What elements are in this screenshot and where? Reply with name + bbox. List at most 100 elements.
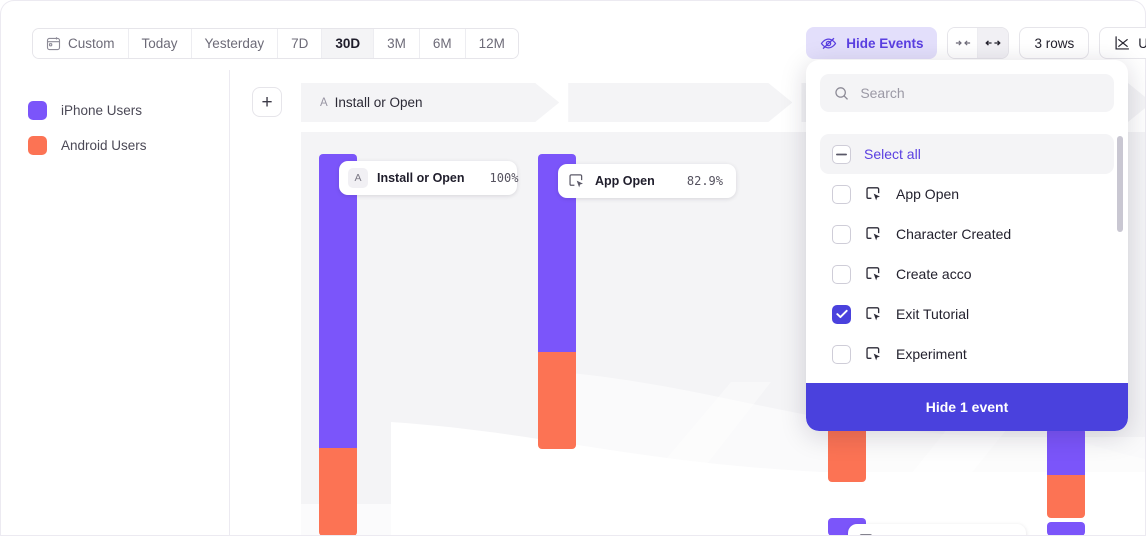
metric-selector-button[interactable]: U — [1099, 27, 1146, 59]
date-range-group: Custom Today Yesterday 7D 30D 3M 6M 12M — [32, 28, 519, 59]
dropdown-select-all[interactable]: Select all — [820, 134, 1114, 174]
hide-events-dropdown: Select all App Open Character Crea — [806, 60, 1128, 431]
legend-panel: iPhone Users Android Users — [0, 70, 230, 536]
bar-segment-iphone — [1047, 522, 1085, 535]
tooltip-step-name: Install or Open — [377, 171, 465, 185]
search-icon — [835, 86, 848, 100]
date-range-6m-label: 6M — [432, 36, 452, 51]
tooltip-step-name: App Open — [595, 174, 655, 188]
date-range-30d[interactable]: 30D — [322, 29, 375, 58]
date-range-3m[interactable]: 3M — [374, 29, 420, 58]
rows-selector-button[interactable]: 3 rows — [1019, 27, 1090, 59]
collapse-spacing-button[interactable] — [948, 28, 979, 58]
calendar-icon — [46, 37, 61, 51]
spacing-segmented-control — [947, 27, 1010, 59]
funnel-step-2[interactable] — [568, 83, 792, 122]
bar-row2-step4[interactable] — [1047, 428, 1085, 518]
item-label: Experiment — [896, 346, 967, 362]
hide-events-confirm-button[interactable]: Hide 1 event — [806, 383, 1128, 431]
date-range-yesterday-label: Yesterday — [204, 36, 265, 51]
date-range-custom-label: Custom — [68, 36, 115, 51]
event-icon — [866, 306, 880, 320]
dropdown-item-experiment[interactable]: Experiment — [820, 334, 1114, 374]
legend-label-iphone: iPhone Users — [61, 103, 143, 118]
event-icon — [859, 533, 873, 535]
item-label: Create acco — [896, 266, 972, 282]
legend-swatch-iphone — [28, 101, 47, 120]
item-checkbox[interactable] — [832, 264, 851, 284]
hide-events-button[interactable]: Hide Events — [806, 27, 938, 59]
bar-segment-android — [319, 448, 357, 535]
bar-segment-android — [1047, 474, 1085, 518]
select-all-checkbox[interactable] — [832, 144, 851, 164]
bar-row1-step2[interactable] — [538, 154, 576, 449]
date-range-12m-label: 12M — [478, 36, 505, 51]
bar-tooltip-row1-step1[interactable]: A Install or Open 100% — [339, 161, 519, 195]
item-checkbox[interactable] — [832, 224, 851, 244]
legend-swatch-android — [28, 136, 47, 155]
minus-icon — [836, 153, 847, 155]
date-range-today-label: Today — [141, 36, 178, 51]
bar-segment-iphone — [319, 154, 357, 449]
event-icon — [866, 226, 880, 240]
toolbar-right-cluster: Hide Events 3 rows — [806, 27, 1146, 59]
item-label: Exit Tutorial — [896, 306, 970, 322]
legend-item-iphone-users[interactable]: iPhone Users — [1, 93, 229, 128]
hide-events-label: Hide Events — [846, 35, 924, 51]
item-checkbox[interactable] — [832, 344, 851, 364]
funnel-step-1-badge: A — [320, 96, 328, 109]
bar-tooltip-row3-step1[interactable] — [848, 524, 1026, 535]
add-step-label: + — [261, 91, 273, 113]
rows-label: 3 rows — [1034, 35, 1075, 51]
legend-item-android-users[interactable]: Android Users — [1, 128, 229, 163]
date-range-30d-label: 30D — [335, 36, 361, 51]
date-range-12m[interactable]: 12M — [465, 29, 518, 58]
bar-tooltip-row1-step2[interactable]: App Open 82.9% — [558, 164, 736, 198]
item-checkbox[interactable] — [832, 304, 851, 324]
tooltip-step-percent: 82.9% — [686, 174, 723, 188]
legend-label-android: Android Users — [61, 138, 147, 153]
check-icon — [835, 309, 848, 319]
item-label: Character Created — [896, 226, 1012, 242]
date-range-today[interactable]: Today — [128, 29, 192, 58]
funnel-step-1[interactable]: A Install or Open — [301, 83, 559, 122]
event-icon — [866, 346, 880, 360]
expand-horizontal-icon — [985, 40, 1002, 46]
dropdown-scrollbar-thumb[interactable] — [1117, 136, 1123, 232]
bar-segment-android — [828, 429, 866, 482]
collapse-horizontal-icon — [955, 40, 971, 46]
dropdown-item-create-acco[interactable]: Create acco — [820, 254, 1114, 294]
expand-spacing-button[interactable] — [978, 28, 1009, 58]
eye-off-icon — [820, 37, 837, 49]
bar-row3-step2[interactable] — [1047, 522, 1085, 535]
event-icon — [866, 266, 880, 280]
dropdown-item-exit-tutorial[interactable]: Exit Tutorial — [820, 294, 1114, 334]
top-toolbar: Custom Today Yesterday 7D 30D 3M 6M 12M … — [0, 0, 1146, 70]
dropdown-search-wrapper — [806, 60, 1128, 112]
dropdown-item-character-created[interactable]: Character Created — [820, 214, 1114, 254]
date-range-3m-label: 3M — [387, 36, 406, 51]
item-label: App Open — [896, 186, 960, 202]
date-range-custom[interactable]: Custom — [33, 29, 129, 58]
funnel-step-1-label: Install or Open — [334, 95, 423, 110]
tooltip-step-percent: 100% — [489, 171, 519, 185]
date-range-7d-label: 7D — [291, 36, 309, 51]
add-step-button[interactable]: + — [252, 87, 282, 117]
search-input[interactable] — [860, 85, 1100, 101]
dropdown-scrollbar-track[interactable] — [1117, 136, 1123, 326]
line-chart-icon — [1115, 36, 1130, 50]
event-icon — [569, 173, 583, 187]
dropdown-item-app-open[interactable]: App Open — [820, 174, 1114, 214]
dropdown-search-box[interactable] — [820, 74, 1114, 112]
date-range-yesterday[interactable]: Yesterday — [191, 29, 279, 58]
select-all-label: Select all — [864, 146, 921, 162]
date-range-7d[interactable]: 7D — [278, 29, 323, 58]
bar-row1-step1[interactable] — [319, 154, 357, 535]
hide-events-confirm-label: Hide 1 event — [925, 399, 1009, 415]
event-icon — [866, 186, 880, 200]
item-checkbox[interactable] — [832, 184, 851, 204]
bar-segment-android — [538, 351, 576, 449]
step-badge: A — [348, 168, 368, 188]
date-range-6m[interactable]: 6M — [419, 29, 466, 58]
